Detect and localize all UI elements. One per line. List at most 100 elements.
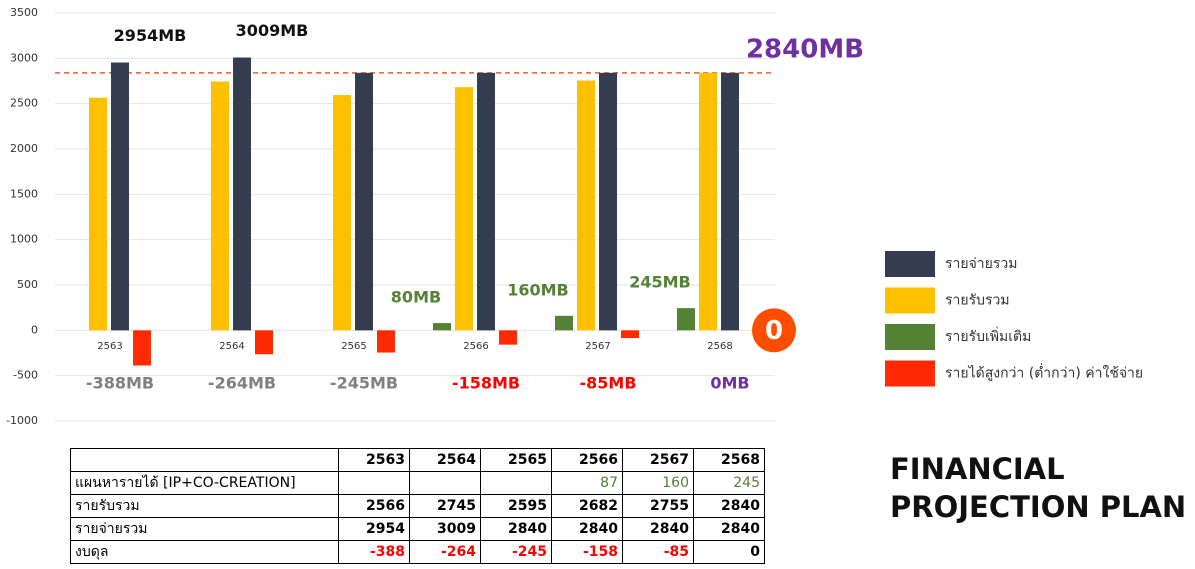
legend-swatch <box>885 360 935 387</box>
badge <box>752 308 796 353</box>
y-tick-label: 2000 <box>10 142 38 155</box>
data-table: 2563 2564 2565 2566 2567 2568 แผนหารายได้ [IP+… <box>70 448 765 564</box>
x-tick-label: 2563 <box>97 341 122 352</box>
header-cell: 2567 <box>622 448 694 472</box>
table-cell <box>480 471 552 495</box>
bar <box>111 62 129 331</box>
table-cell: 2566 <box>338 494 410 518</box>
bar <box>477 72 495 331</box>
table-cell: 2954 <box>338 517 410 541</box>
title-line: FINANCIAL <box>890 452 1065 486</box>
bar <box>355 72 373 331</box>
bar <box>377 330 395 353</box>
table-cell: แผนหารายได้ [IP+CO-CREATION] <box>70 471 339 495</box>
table-cell: รายจ่ายรวม <box>70 517 339 541</box>
value-label: 0MB <box>710 374 749 393</box>
legend-label: รายจ่ายรวม <box>945 256 1017 272</box>
table-cell: 2840 <box>693 517 765 541</box>
table-cell: 2840 <box>480 517 552 541</box>
legend-label: รายได้สูงกว่า (ต่ำกว่า) ค่าใช้จ่าย <box>945 364 1143 382</box>
bar <box>133 330 151 366</box>
legend-swatch <box>885 324 935 350</box>
table-cell: 2840 <box>693 494 765 518</box>
table-cell: -85 <box>622 540 694 564</box>
table-cell: รายรับรวม <box>70 494 339 518</box>
header-cell: 2565 <box>480 448 552 472</box>
header-cell: 2563 <box>338 448 410 472</box>
table-cell: -388 <box>338 540 410 564</box>
table-row: รายจ่ายรวม 2954 3009 2840 2840 2840 2840 <box>70 517 765 541</box>
value-label: -85MB <box>579 374 636 393</box>
legend-swatch <box>885 251 935 277</box>
x-tick-label: 2565 <box>341 341 366 352</box>
x-tick-label: 2566 <box>463 341 488 352</box>
y-tick-label: 3000 <box>10 51 38 64</box>
reference-label: 2840MB <box>746 35 864 65</box>
table-cell: 87 <box>551 471 623 495</box>
bar <box>233 57 251 331</box>
value-label: 80MB <box>391 288 441 307</box>
y-tick-label: 3500 <box>10 6 38 19</box>
header-cell: 2566 <box>551 448 623 472</box>
value-label: -388MB <box>86 374 154 393</box>
x-tick-label: 2568 <box>707 341 732 352</box>
title-line: PROJECTION PLAN <box>890 490 1187 524</box>
value-label: -158MB <box>452 374 520 393</box>
bar <box>555 315 573 331</box>
table-cell: 2745 <box>409 494 481 518</box>
badge-label: 0 <box>765 316 783 346</box>
y-tick-label: 500 <box>17 278 38 291</box>
bar <box>699 72 717 331</box>
bar <box>455 87 473 331</box>
bar <box>599 72 617 331</box>
table-row: แผนหารายได้ [IP+CO-CREATION] 87 160 245 <box>70 471 765 495</box>
table-cell <box>338 471 410 495</box>
y-tick-label: -1000 <box>6 414 38 427</box>
table-cell: 2682 <box>551 494 623 518</box>
legend-swatch <box>885 287 935 314</box>
table-row: งบดุล -388 -264 -245 -158 -85 0 <box>70 540 765 564</box>
table-cell: 0 <box>693 540 765 564</box>
value-label: 3009MB <box>236 21 309 40</box>
y-tick-label: -500 <box>13 369 38 382</box>
title: FINANCIAL PROJECTION PLAN <box>890 450 1186 526</box>
table-cell: 245 <box>693 471 765 495</box>
bar <box>89 97 107 331</box>
header-cell: 2564 <box>409 448 481 472</box>
header-cell <box>70 448 339 472</box>
table-cell: -245 <box>480 540 552 564</box>
value-label: 2954MB <box>114 26 187 45</box>
table-cell: 160 <box>622 471 694 495</box>
table-cell: 2840 <box>551 517 623 541</box>
table-cell: -158 <box>551 540 623 564</box>
y-tick-label: 1000 <box>10 233 38 246</box>
table-header-row: 2563 2564 2565 2566 2567 2568 <box>70 448 765 472</box>
x-tick-label: 2567 <box>585 341 610 352</box>
value-label: 160MB <box>507 280 569 299</box>
legend-label: รายรับรวม <box>945 293 1010 309</box>
bar <box>721 72 739 331</box>
bar <box>577 80 595 331</box>
bar <box>433 323 451 331</box>
header-cell: 2568 <box>693 448 765 472</box>
y-tick-label: 1500 <box>10 187 38 200</box>
table-cell: งบดุล <box>70 540 339 564</box>
bar <box>677 308 695 331</box>
bar <box>333 95 351 331</box>
bar <box>255 330 273 355</box>
table-cell <box>409 471 481 495</box>
table-cell: -264 <box>409 540 481 564</box>
bar <box>621 330 639 339</box>
table-cell: 2840 <box>622 517 694 541</box>
table-cell: 3009 <box>409 517 481 541</box>
y-tick-label: 0 <box>31 323 38 336</box>
table-row: รายรับรวม 2566 2745 2595 2682 2755 2840 <box>70 494 765 518</box>
chart: -1000 -500 0 500 1000 1500 2000 2500 3000 3500 284… <box>6 6 1143 427</box>
bar <box>211 81 229 331</box>
value-label: -264MB <box>208 374 276 393</box>
table-cell: 2595 <box>480 494 552 518</box>
x-tick-label: 2564 <box>219 341 244 352</box>
bar <box>499 330 517 345</box>
value-label: 245MB <box>629 273 691 292</box>
